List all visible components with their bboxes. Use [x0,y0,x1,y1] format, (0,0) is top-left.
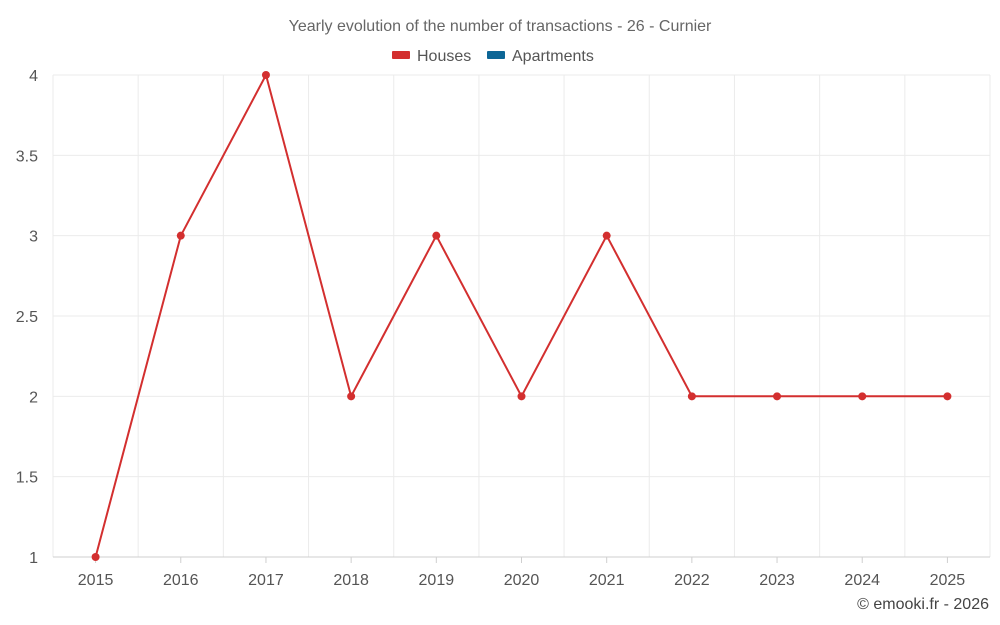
x-tick-label: 2020 [504,572,540,589]
x-tick-label: 2022 [674,572,710,589]
chart-title: Yearly evolution of the number of transa… [289,18,712,35]
x-tick-label: 2017 [248,572,284,589]
x-tick-label: 2018 [333,572,369,589]
data-point[interactable] [858,392,867,401]
y-tick-label: 1.5 [16,470,38,487]
data-point[interactable] [602,231,611,240]
legend-label-apartments: Apartments [512,48,594,65]
legend-label-houses: Houses [417,48,471,65]
x-tick-label: 2024 [844,572,880,589]
data-point[interactable] [261,71,270,79]
y-tick-label: 1 [29,550,38,567]
legend-swatch-houses [392,51,410,59]
gridlines [52,74,991,557]
data-point[interactable] [432,231,441,240]
legend-item-houses[interactable]: Houses [392,48,471,65]
x-tick-label: 2025 [930,572,966,589]
x-tick-label: 2023 [759,572,795,589]
y-tick-label: 3 [29,229,38,246]
data-point[interactable] [943,392,952,401]
y-tick-label: 4 [29,68,38,85]
legend-swatch-apartments [487,51,505,59]
series-layer [91,71,952,561]
legend-item-apartments[interactable]: Apartments [487,48,594,65]
data-point[interactable] [517,392,526,401]
data-point[interactable] [347,392,356,401]
data-point[interactable] [687,392,696,401]
y-tick-label: 2.5 [16,309,38,326]
legend: Houses Apartments [392,48,594,65]
data-point[interactable] [91,553,100,561]
data-point[interactable] [773,392,782,401]
credit-text: © emooki.fr - 2026 [857,596,989,613]
axes: 1 1.5 2 2.5 3 3.5 4 2015 2016 2017 2018 2019 2020 202… [16,68,990,589]
x-tick-label: 2016 [163,572,199,589]
x-tick-label: 2015 [78,572,114,589]
x-tick-label: 2021 [589,572,625,589]
x-tick-label: 2019 [419,572,455,589]
y-tick-label: 2 [29,389,38,406]
data-point[interactable] [176,231,185,240]
y-tick-label: 3.5 [16,148,38,165]
